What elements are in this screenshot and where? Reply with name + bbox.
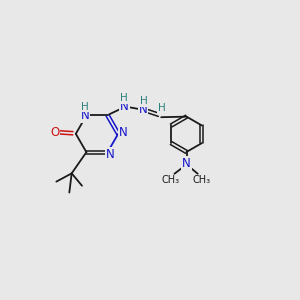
Text: O: O [50,126,59,139]
Text: CH₃: CH₃ [162,175,180,184]
Text: H: H [140,96,147,106]
Text: N: N [106,148,115,161]
Text: CH₃: CH₃ [192,175,210,184]
Text: N: N [81,109,89,122]
Text: N: N [139,103,147,116]
Text: N: N [120,100,129,113]
Text: H: H [81,102,89,112]
Text: N: N [182,157,191,170]
Text: H: H [158,103,166,113]
Text: N: N [119,126,128,139]
Text: H: H [120,93,128,103]
